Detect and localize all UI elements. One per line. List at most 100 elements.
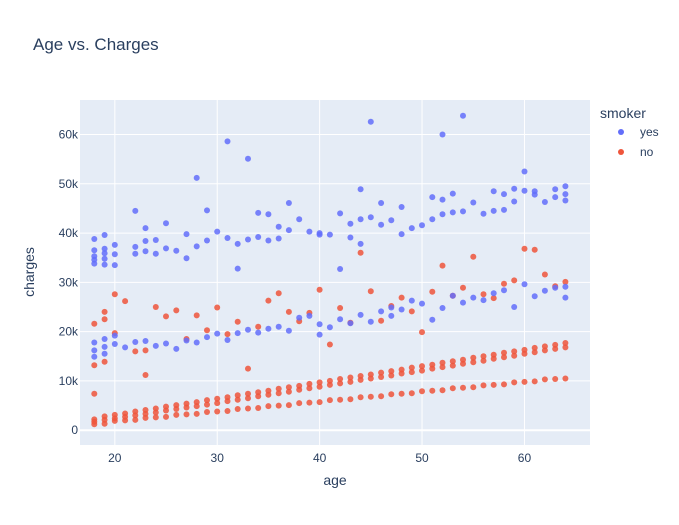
data-point-no[interactable]: [285, 384, 292, 391]
data-point-yes[interactable]: [132, 339, 139, 345]
data-point-no[interactable]: [490, 355, 497, 362]
data-point-no[interactable]: [562, 340, 569, 346]
data-point-yes[interactable]: [449, 292, 456, 299]
data-point-no[interactable]: [562, 278, 569, 285]
data-point-no[interactable]: [337, 376, 344, 382]
data-point-no[interactable]: [152, 409, 159, 416]
data-point-yes[interactable]: [531, 191, 538, 198]
data-point-no[interactable]: [470, 253, 477, 260]
data-point-no[interactable]: [357, 394, 364, 401]
data-point-no[interactable]: [408, 369, 415, 376]
data-point-yes[interactable]: [255, 209, 262, 216]
data-point-no[interactable]: [152, 304, 159, 310]
data-point-yes[interactable]: [429, 194, 436, 201]
data-point-no[interactable]: [378, 317, 385, 324]
data-point-no[interactable]: [460, 360, 466, 367]
data-point-no[interactable]: [224, 398, 231, 405]
data-point-no[interactable]: [101, 316, 108, 323]
data-point-yes[interactable]: [439, 131, 446, 138]
data-point-yes[interactable]: [214, 228, 221, 235]
data-point-no[interactable]: [378, 374, 385, 380]
data-point-no[interactable]: [245, 390, 251, 397]
data-point-yes[interactable]: [101, 245, 108, 252]
data-point-yes[interactable]: [245, 236, 251, 243]
data-point-no[interactable]: [285, 388, 292, 395]
data-point-no[interactable]: [562, 375, 569, 382]
data-point-yes[interactable]: [480, 297, 487, 304]
data-point-no[interactable]: [111, 291, 118, 298]
data-point-no[interactable]: [91, 390, 98, 397]
data-point-no[interactable]: [204, 397, 210, 404]
data-point-yes[interactable]: [142, 225, 149, 232]
data-point-yes[interactable]: [337, 316, 344, 323]
data-point-no[interactable]: [326, 381, 333, 388]
data-point-no[interactable]: [388, 372, 395, 379]
data-point-no[interactable]: [214, 400, 221, 407]
data-point-yes[interactable]: [101, 336, 108, 342]
data-point-yes[interactable]: [132, 207, 139, 214]
data-point-no[interactable]: [501, 381, 507, 388]
data-point-no[interactable]: [521, 350, 528, 357]
data-point-no[interactable]: [562, 344, 569, 351]
data-point-yes[interactable]: [367, 118, 374, 125]
data-point-yes[interactable]: [357, 186, 364, 193]
data-point-no[interactable]: [234, 318, 241, 325]
data-point-yes[interactable]: [408, 225, 415, 232]
data-point-yes[interactable]: [183, 337, 190, 344]
data-point-no[interactable]: [122, 298, 129, 305]
data-point-no[interactable]: [470, 359, 477, 366]
data-point-yes[interactable]: [316, 331, 323, 338]
data-point-no[interactable]: [275, 385, 282, 392]
data-point-no[interactable]: [531, 378, 538, 385]
data-point-yes[interactable]: [193, 243, 200, 250]
data-point-no[interactable]: [245, 395, 251, 402]
data-point-no[interactable]: [255, 393, 262, 400]
data-point-no[interactable]: [316, 379, 323, 386]
data-point-no[interactable]: [429, 365, 436, 372]
data-point-yes[interactable]: [347, 220, 354, 227]
data-point-no[interactable]: [245, 365, 251, 372]
data-point-yes[interactable]: [439, 305, 446, 311]
data-point-yes[interactable]: [429, 216, 436, 223]
data-point-no[interactable]: [306, 380, 313, 387]
data-point-no[interactable]: [234, 396, 241, 403]
data-point-yes[interactable]: [204, 207, 210, 214]
data-point-yes[interactable]: [419, 222, 425, 229]
data-point-no[interactable]: [388, 368, 395, 375]
data-point-yes[interactable]: [296, 216, 303, 223]
data-point-yes[interactable]: [245, 155, 251, 162]
data-point-no[interactable]: [142, 414, 149, 421]
data-point-no[interactable]: [316, 286, 323, 293]
data-point-yes[interactable]: [152, 342, 159, 349]
data-point-no[interactable]: [429, 387, 436, 394]
data-point-no[interactable]: [142, 372, 149, 378]
data-point-no[interactable]: [337, 305, 344, 311]
data-point-no[interactable]: [388, 391, 395, 398]
data-point-no[interactable]: [265, 391, 272, 398]
data-point-no[interactable]: [429, 288, 436, 295]
data-point-no[interactable]: [541, 376, 548, 383]
data-point-yes[interactable]: [224, 235, 231, 241]
data-point-no[interactable]: [347, 378, 354, 385]
data-point-yes[interactable]: [337, 266, 344, 272]
data-point-no[interactable]: [419, 388, 425, 395]
data-point-yes[interactable]: [234, 240, 241, 247]
data-point-yes[interactable]: [562, 191, 569, 198]
data-point-no[interactable]: [490, 295, 497, 302]
data-point-no[interactable]: [541, 347, 548, 354]
data-point-no[interactable]: [501, 354, 507, 361]
data-point-no[interactable]: [511, 348, 518, 355]
data-point-yes[interactable]: [142, 238, 149, 244]
data-point-yes[interactable]: [234, 265, 241, 272]
data-point-yes[interactable]: [275, 323, 282, 330]
data-point-yes[interactable]: [204, 237, 210, 244]
data-point-no[interactable]: [378, 393, 385, 400]
data-point-yes[interactable]: [541, 199, 548, 205]
data-point-yes[interactable]: [101, 261, 108, 268]
data-point-yes[interactable]: [285, 327, 292, 334]
data-point-yes[interactable]: [101, 343, 108, 350]
data-point-yes[interactable]: [224, 337, 231, 343]
data-point-yes[interactable]: [234, 330, 241, 337]
data-point-no[interactable]: [480, 382, 487, 389]
data-point-no[interactable]: [501, 280, 507, 287]
